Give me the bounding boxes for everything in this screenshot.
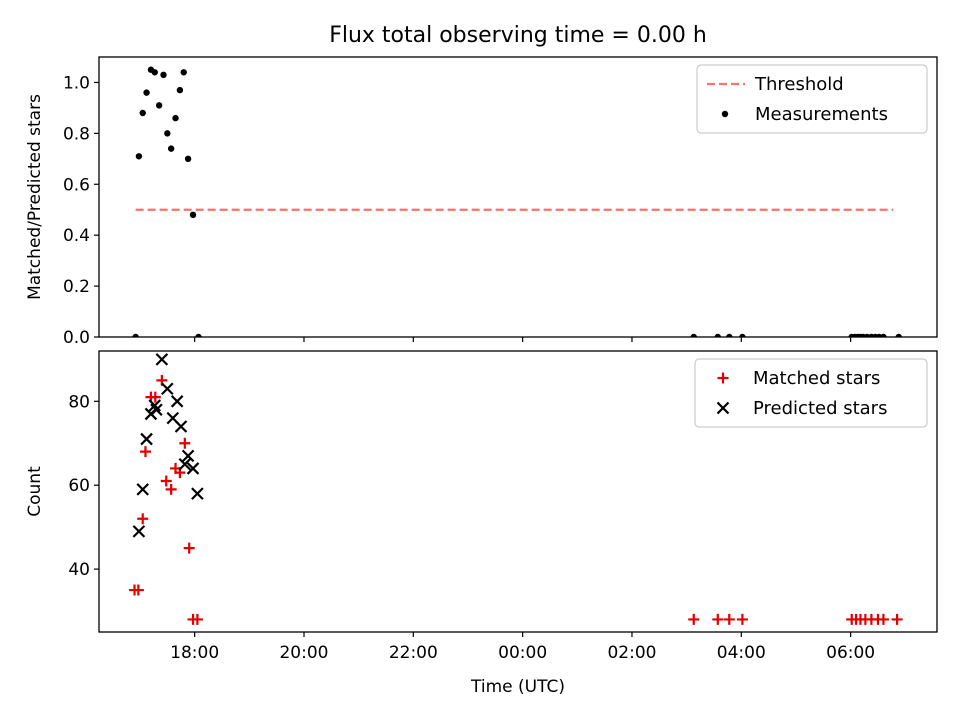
x-axis-label: Time (UTC) [470,677,565,697]
matched-stars-point [688,613,700,625]
x-tick-label: 20:00 [279,643,328,663]
y-axis-label: Matched/Predicted stars [25,94,45,300]
y-tick-label: 0.6 [63,175,90,195]
matched-stars-point [723,613,735,625]
matched-stars-point [191,613,203,625]
measurements-point [726,333,733,337]
measurements-point [184,155,192,163]
measurements-point [160,71,167,79]
matched-stars-point [183,542,195,554]
legend-label: Measurements [755,104,888,125]
y-tick-label: 80 [68,392,90,412]
legend-label: Matched stars [753,368,880,389]
measurements-point [189,211,197,219]
axes-frame [98,350,938,633]
legend-box [694,358,928,428]
axes-frame [98,56,938,338]
measurements-point [167,145,175,152]
predicted-stars-point [150,403,163,416]
predicted-stars-point [140,432,153,446]
measurements-point [172,114,179,122]
predicted-stars-point [186,462,200,475]
y-tick-label: 0.2 [63,277,90,297]
legend-plus-swatch [717,372,729,384]
y-axis-label: Count [25,466,45,517]
matched-stars-point [160,475,172,487]
measurements-point [714,333,721,337]
y-tick-label: 1.0 [63,73,90,93]
y-tick-label: 0.8 [63,124,90,144]
y-tick-label: 40 [68,560,90,580]
measurements-point [739,333,746,337]
measurements-point [139,109,146,117]
matched-stars-point [149,391,161,403]
predicted-stars-point [170,395,184,408]
legend-label: Threshold [754,74,844,95]
measurements-point [132,333,139,337]
y-tick-label: 60 [68,476,90,496]
measurements-point [176,86,184,94]
matched-stars-point [139,446,151,458]
measurements-point [151,69,158,76]
predicted-stars-point [174,420,188,433]
legend-box [696,64,928,134]
matched-stars-point [891,613,903,625]
measurements-point [135,153,143,160]
predicted-stars-point [191,487,204,500]
y-tick-label: 0.0 [63,328,90,348]
x-tick-label: 06:00 [826,643,875,663]
measurements-point [895,333,902,337]
measurements-point [690,333,697,337]
y-tick-label: 0.4 [63,226,90,246]
plot-area [132,66,902,337]
legend-cross-swatch [716,401,730,415]
measurements-point [880,333,887,337]
matched-stars-point [712,613,724,625]
matched-stars-point [179,437,191,449]
matched-stars-point [736,613,748,625]
legend-label: Predicted stars [753,398,887,419]
matched-stars-point [137,513,149,525]
x-tick-label: 18:00 [170,643,219,663]
measurements-point [195,333,202,337]
predicted-stars-point [178,457,192,471]
x-tick-label: 04:00 [717,643,766,663]
measurements-point [155,102,163,109]
x-tick-label: 02:00 [607,643,656,663]
x-tick-label: 22:00 [389,643,438,663]
predicted-stars-point [155,353,169,366]
measurements-point [180,69,187,76]
plot-area [129,353,903,625]
chart-title: Flux total observing time = 0.00 h [329,23,707,48]
predicted-stars-point [181,449,195,463]
matched-stars-point [877,613,889,625]
top-panel: 0.0 0.2 0.4 0.6 0.8 1.0 Matched/Predicted star… [25,56,938,348]
predicted-stars-point [132,525,146,538]
legend-dot-swatch [721,110,729,118]
predicted-stars-point [136,483,150,496]
predicted-stars-point [161,382,174,396]
x-tick-label: 00:00 [498,643,547,663]
matched-stars-point [165,483,177,495]
matched-stars-point [132,584,144,596]
bottom-panel: 40 60 80 18:00 20:00 22:00 00:00 02:00 04:00 06:0… [25,350,938,697]
measurements-point [164,130,171,137]
measurements-point [143,89,150,96]
